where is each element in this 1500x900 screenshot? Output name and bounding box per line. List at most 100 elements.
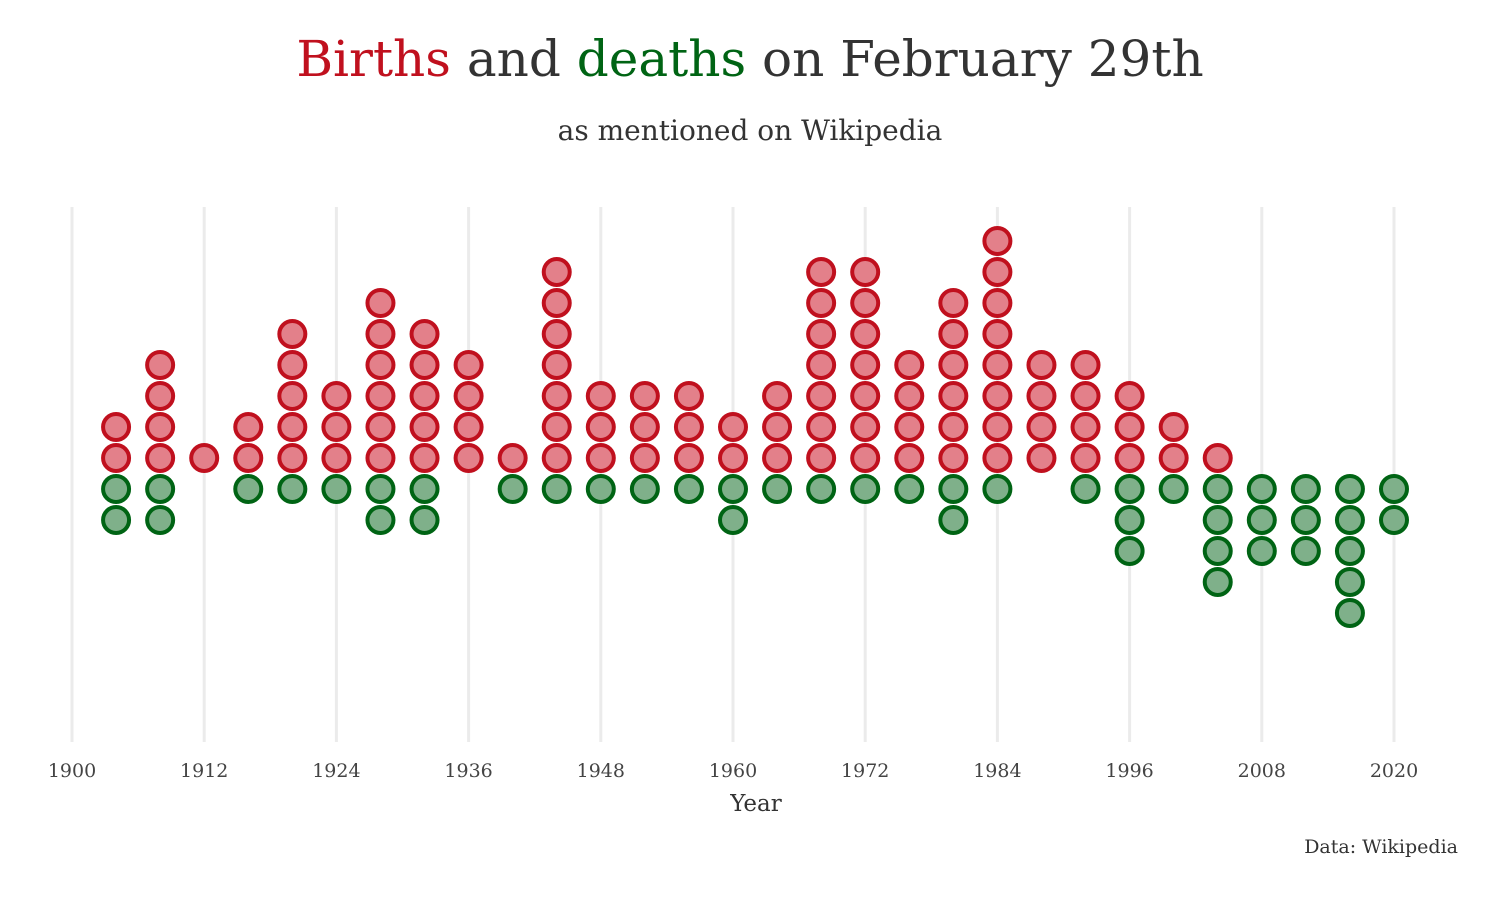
birth-dot-1944-4	[541, 350, 572, 380]
birth-dot-1980-3	[938, 381, 969, 411]
birth-dot-1944-3	[541, 381, 572, 411]
death-dot-1928-1	[365, 474, 396, 504]
chart-subtitle: as mentioned on Wikipedia	[557, 114, 943, 147]
birth-dot-2004-1	[1202, 443, 1233, 473]
death-dot-1992-1	[1070, 474, 1101, 504]
birth-dot-1944-1	[541, 443, 572, 473]
birth-dot-1924-1	[321, 443, 352, 473]
title-births-word: Births	[296, 30, 451, 88]
birth-dot-1956-1	[673, 443, 704, 473]
birth-dot-1964-3	[762, 381, 793, 411]
birth-dot-1928-5	[365, 319, 396, 349]
death-dot-2004-1	[1202, 474, 1233, 504]
birth-dot-1928-1	[365, 443, 396, 473]
birth-dot-1952-2	[629, 412, 660, 442]
death-dot-1904-1	[101, 474, 132, 504]
birth-dot-1960-2	[718, 412, 748, 442]
death-dot-1920-1	[277, 474, 308, 504]
death-dot-1972-1	[850, 474, 881, 504]
birth-dot-1908-4	[145, 350, 176, 380]
birth-dot-1968-3	[806, 381, 837, 411]
birth-dot-1984-2	[982, 412, 1013, 442]
x-tick-label-2008: 2008	[1238, 760, 1286, 782]
birth-dot-1976-2	[894, 412, 925, 442]
birth-dot-1984-6	[982, 288, 1013, 318]
birth-dot-1932-2	[409, 412, 440, 442]
birth-dot-1968-2	[806, 412, 837, 442]
birth-dot-1980-1	[938, 443, 969, 473]
birth-dot-1972-1	[850, 443, 881, 473]
data-source-caption: Data: Wikipedia	[1304, 836, 1458, 858]
chart-title: Births and deaths on February 29th	[0, 30, 1500, 88]
birth-dot-1984-8	[982, 226, 1013, 256]
birth-dot-1996-1	[1114, 443, 1145, 473]
death-dot-2020-1	[1379, 474, 1409, 504]
birth-dot-1972-7	[850, 257, 881, 287]
birth-dot-1908-1	[145, 443, 176, 473]
birth-dot-1928-3	[365, 381, 396, 411]
death-dot-2008-2	[1246, 505, 1277, 535]
birth-dot-1996-2	[1114, 412, 1145, 442]
birth-dot-1988-3	[1026, 381, 1057, 411]
birth-dot-1992-4	[1070, 350, 1101, 380]
birth-dot-2000-2	[1158, 412, 1189, 442]
birth-dot-1912-1	[189, 443, 220, 473]
x-tick-label-2020: 2020	[1370, 760, 1418, 782]
birth-dot-1948-2	[585, 412, 616, 442]
birth-dot-1948-3	[585, 381, 616, 411]
birth-dot-1920-2	[277, 412, 308, 442]
death-dot-1996-1	[1114, 474, 1145, 504]
title-rest: on February 29th	[762, 30, 1204, 88]
birth-dot-1968-7	[806, 257, 837, 287]
birth-dot-1984-5	[982, 319, 1013, 349]
death-dot-1904-2	[101, 505, 132, 535]
death-dot-2012-3	[1290, 536, 1321, 566]
birth-dot-1944-2	[541, 412, 572, 442]
birth-dot-1944-6	[541, 288, 572, 318]
birth-dot-1924-3	[321, 381, 352, 411]
birth-dot-2000-1	[1158, 443, 1189, 473]
birth-dot-1944-7	[541, 257, 572, 287]
birth-dot-1948-1	[585, 443, 616, 473]
death-dot-1980-2	[938, 505, 969, 535]
birth-dot-1956-3	[673, 381, 704, 411]
birth-dot-1924-2	[321, 412, 352, 442]
x-tick-label-1936: 1936	[444, 760, 492, 782]
birth-dot-1992-2	[1070, 412, 1101, 442]
x-tick-label-1912: 1912	[180, 760, 228, 782]
birth-dot-1972-3	[850, 381, 881, 411]
birth-dot-1940-1	[497, 443, 528, 473]
birth-dot-1988-4	[1026, 350, 1057, 380]
x-tick-label-1996: 1996	[1105, 760, 1153, 782]
birth-dot-1976-1	[894, 443, 925, 473]
birth-dot-1920-4	[277, 350, 308, 380]
birth-dot-1928-4	[365, 350, 396, 380]
birth-dot-1952-1	[629, 443, 660, 473]
birth-dot-1980-2	[938, 412, 969, 442]
birth-dot-1992-3	[1070, 381, 1101, 411]
birth-dot-1996-3	[1114, 381, 1145, 411]
birth-dot-1920-1	[277, 443, 308, 473]
birth-dot-1964-1	[762, 443, 793, 473]
birth-dot-1972-2	[850, 412, 881, 442]
birth-dot-1972-6	[850, 288, 881, 318]
death-dot-1940-1	[497, 474, 528, 504]
birth-dot-1968-6	[806, 288, 837, 318]
birth-dot-1976-4	[894, 350, 925, 380]
death-dot-2016-1	[1334, 474, 1365, 504]
birth-dot-1908-3	[145, 381, 176, 411]
birth-dot-1904-2	[101, 412, 132, 442]
death-dot-1956-1	[673, 474, 704, 504]
birth-dot-1968-1	[806, 443, 837, 473]
death-dot-2016-5	[1334, 598, 1365, 628]
death-dot-2012-1	[1290, 474, 1321, 504]
birth-dot-1960-1	[718, 443, 748, 473]
death-dot-1932-1	[409, 474, 440, 504]
x-axis-label: Year	[729, 791, 782, 817]
birth-dot-1932-1	[409, 443, 440, 473]
birth-dot-1928-6	[365, 288, 396, 318]
x-tick-label-1924: 1924	[312, 760, 360, 782]
x-tick-label-1984: 1984	[973, 760, 1021, 782]
birth-dot-1968-5	[806, 319, 837, 349]
birth-dot-1984-4	[982, 350, 1013, 380]
